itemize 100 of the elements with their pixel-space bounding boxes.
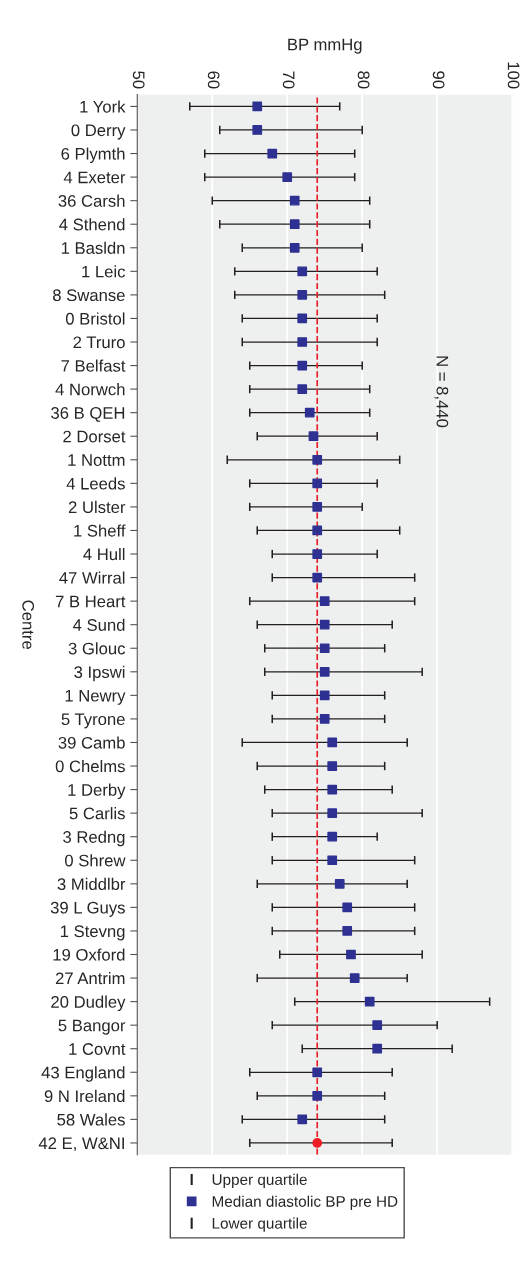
y-tick-label: 36 B QEH — [51, 407, 125, 422]
point — [349, 973, 360, 983]
point — [372, 1043, 383, 1054]
point — [364, 996, 375, 1007]
x-tick-label: 100 — [507, 62, 520, 89]
y-tick-label: 0 Chelms — [55, 759, 125, 773]
y-tick-label: 58 Wales — [57, 1113, 125, 1126]
y-tick-label: 2 Truro — [73, 336, 125, 349]
y-tick-label: 4 Exeter — [63, 171, 126, 184]
point — [327, 761, 338, 771]
y-tick-label: 4 Sthend — [59, 218, 125, 231]
point — [312, 502, 323, 512]
y-tick-label: 0 Derry — [71, 124, 126, 140]
point — [312, 454, 323, 465]
y-tick-label: 1 Leic — [82, 265, 126, 278]
y-tick-label: 0 Shrew — [64, 854, 126, 867]
y-tick-label: 4 Sund — [73, 618, 125, 631]
point — [252, 125, 263, 135]
y-tick-label: 1 Sheff — [74, 524, 126, 537]
y-tick-label: 1 Stevng — [60, 925, 125, 941]
y-tick-label: 3 Ipswi — [74, 665, 125, 682]
y-tick-label: 1 Newry — [65, 689, 126, 705]
y-tick-label: 5 Bangor — [58, 1019, 126, 1035]
point — [297, 360, 308, 371]
text: Upper quartile — [212, 1173, 307, 1189]
y-tick-label: 2 Ulster — [68, 500, 126, 514]
point — [289, 219, 300, 230]
x-tick-label: 50 — [132, 71, 145, 89]
point — [308, 431, 319, 442]
point — [312, 1138, 323, 1148]
y-tick-label: 3 Middlbr — [57, 877, 126, 891]
point — [327, 855, 338, 866]
x-tick-label: 70 — [282, 71, 295, 89]
point — [334, 878, 345, 889]
point — [252, 101, 263, 112]
legend-label: Median diastolic BP pre HD — [212, 1195, 398, 1210]
y-tick-label: 2 Dorset — [63, 430, 126, 443]
x-axis-title: BP mmHg — [288, 38, 362, 54]
point — [342, 902, 353, 913]
point — [319, 596, 330, 606]
x-tick-label: 60 — [207, 71, 220, 89]
point — [312, 478, 323, 489]
y-tick-label: 3 Glouc — [68, 642, 126, 655]
y-tick-label: 1 Nottm — [68, 454, 125, 466]
y-tick-label: 1 Covnt — [69, 1043, 126, 1055]
x-tick-label: 80 — [357, 71, 370, 89]
point — [297, 337, 308, 347]
point — [346, 949, 356, 960]
point — [319, 643, 330, 654]
point — [289, 242, 300, 253]
y-tick-label: 39 Camb — [58, 736, 125, 749]
y-tick-label: 43 England — [41, 1066, 125, 1082]
y-tick-label: 8 Swanse — [53, 289, 125, 302]
y-tick-label: 0 Bristol — [65, 312, 125, 325]
y-axis-title: Centre — [22, 600, 35, 649]
y-tick-label: 4 Norwch — [55, 383, 125, 396]
y-tick-label: 42 E, W&NI — [38, 1137, 124, 1152]
point — [327, 737, 338, 748]
y-tick-label: 4 Leeds — [66, 477, 125, 490]
y-tick-label: 39 L Guys — [50, 901, 125, 917]
point — [297, 313, 308, 324]
annotation: N = 8,440 — [434, 356, 449, 428]
point — [327, 784, 338, 795]
point — [319, 666, 330, 677]
y-tick-label: 1 Basldn — [61, 241, 125, 254]
point — [319, 690, 330, 701]
point — [297, 290, 308, 300]
point — [327, 808, 338, 819]
point — [297, 266, 308, 277]
x-tick-label: 90 — [432, 71, 445, 89]
point — [312, 1090, 323, 1101]
point — [297, 1114, 308, 1125]
point — [267, 148, 278, 159]
y-tick-label: 7 Belfast — [61, 359, 126, 372]
y-tick-label: 27 Antrim — [55, 972, 125, 985]
point — [342, 926, 353, 936]
y-tick-label: 36 Carsh — [58, 194, 125, 207]
y-tick-label: 47 Wirral — [59, 571, 125, 584]
text: Lower quartile — [212, 1217, 307, 1232]
y-tick-label: 3 Redng — [63, 830, 125, 847]
y-tick-label: 1 Derby — [68, 783, 126, 800]
y-tick-label: 5 Tyrone — [61, 713, 125, 729]
y-tick-label: 4 Hull — [83, 547, 125, 561]
point — [319, 714, 330, 724]
point — [312, 525, 323, 536]
point — [304, 407, 315, 418]
point — [312, 572, 323, 583]
point — [297, 384, 308, 394]
point — [312, 1067, 323, 1078]
point — [319, 619, 330, 630]
y-tick-label: 1 York — [80, 100, 126, 113]
y-tick-label: 9 N Ireland — [44, 1089, 125, 1103]
point — [327, 831, 338, 842]
point — [282, 172, 293, 182]
y-tick-label: 7 B Heart — [55, 595, 126, 608]
point — [372, 1020, 383, 1031]
y-tick-label: 5 Carlis — [69, 807, 125, 820]
point — [312, 549, 323, 559]
y-tick-label: 19 Oxford — [53, 948, 125, 961]
point — [289, 195, 300, 206]
